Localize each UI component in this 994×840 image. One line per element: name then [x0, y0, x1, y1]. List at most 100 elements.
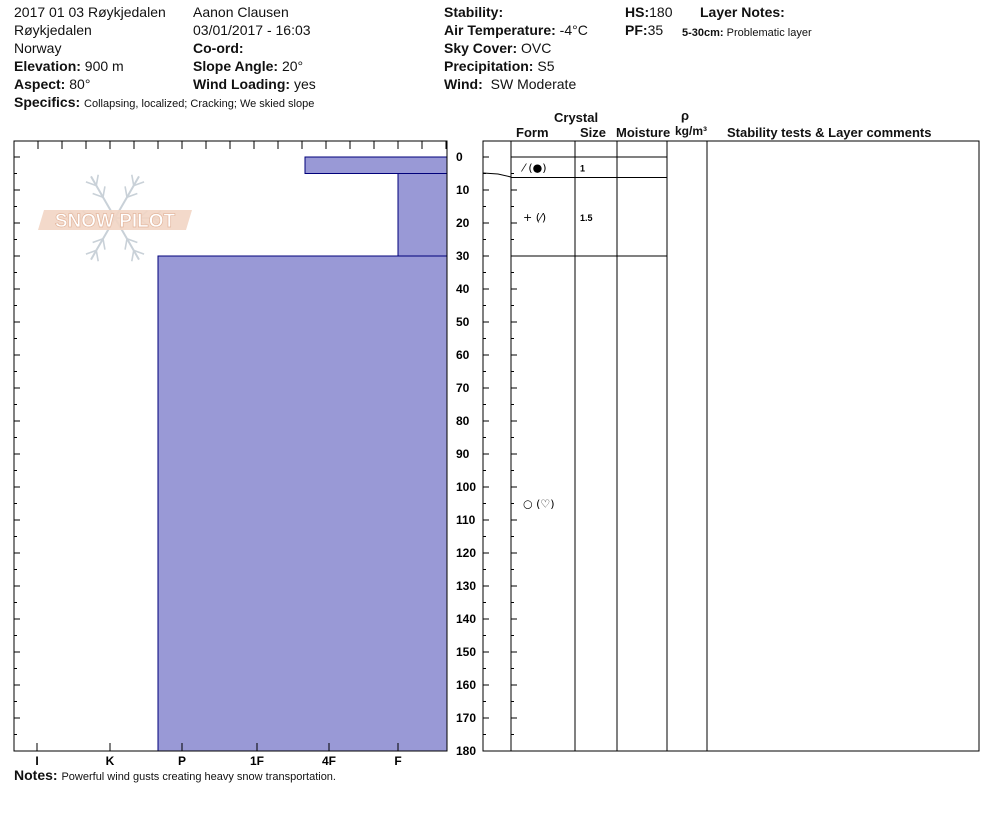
snowflake-branch — [95, 174, 99, 186]
layer-table: ⁄ (●) 1 + (⁄) 1.5 ○ (♡) — [482, 140, 980, 752]
depth-tick-label: 160 — [456, 678, 476, 692]
elevation-value: 900 m — [84, 58, 124, 74]
slope-value: 20° — [281, 58, 304, 74]
notes-label: Notes: — [14, 767, 58, 783]
notes-text: Powerful wind gusts creating heavy snow … — [61, 771, 336, 783]
precip-row: Precipitation: S5 — [444, 57, 554, 75]
depth-tick-label: 0 — [456, 150, 463, 164]
snowflake-branch — [124, 186, 128, 198]
stability-label: Stability: — [444, 4, 504, 20]
wind-loading-value: yes — [293, 76, 316, 92]
observer-name: Aanon Clausen — [193, 4, 289, 20]
wind-value: SW Moderate — [490, 76, 577, 92]
depth-tick-label: 30 — [456, 249, 470, 263]
hardness-plot-frame: I K P 1F 4F F — [13, 140, 448, 768]
hardness-tick-label: 1F — [250, 754, 264, 768]
hardness-tick-label: I — [35, 754, 38, 768]
depth-tick-label: 80 — [456, 414, 470, 428]
pf-row: PF:35 — [625, 21, 663, 39]
snowflake-branch — [124, 238, 128, 250]
slope-row: Slope Angle: 20° — [193, 57, 303, 75]
sky-row: Sky Cover: OVC — [444, 39, 551, 57]
wind-label: Wind: — [444, 76, 483, 92]
wind-loading-label: Wind Loading: — [193, 76, 291, 92]
layer-size-value: 1 — [580, 163, 585, 173]
layer-form-symbol: ○ (♡) — [523, 498, 555, 511]
snowflake-branch — [131, 174, 135, 186]
layer-note-text: Problematic layer — [726, 27, 812, 39]
density-unit-header: kg/m³ — [675, 124, 708, 138]
depth-tick-label: 50 — [456, 315, 470, 329]
aspect-label: Aspect: — [14, 76, 66, 92]
snowflake-branch — [85, 181, 97, 187]
hardness-tick-label: P — [178, 754, 186, 768]
observation-datetime: 03/01/2017 - 16:03 — [193, 22, 311, 38]
depth-tick-label: 130 — [456, 579, 476, 593]
elevation-label: Elevation: — [14, 58, 81, 74]
snowflake-branch — [126, 192, 138, 198]
table-border — [482, 140, 980, 752]
specifics-value: Collapsing, localized; Cracking; We skie… — [84, 98, 315, 110]
snowflake-branch — [85, 249, 97, 255]
specifics-row: Specifics: Collapsing, localized; Cracki… — [14, 93, 314, 113]
depth-tick-label: 10 — [456, 183, 470, 197]
depth-tick-label: 70 — [456, 381, 470, 395]
snowflake-branch — [131, 250, 135, 262]
depth-tick-label: 110 — [456, 513, 476, 527]
air-temp-label: Air Temperature: — [444, 22, 556, 38]
hardness-tick-label: 4F — [322, 754, 336, 768]
hardness-bar — [397, 173, 448, 257]
hs-label: HS: — [625, 4, 650, 20]
depth-axis: 0 10 20 30 40 50 60 70 80 90 100 110 120 130 140 150 160… — [456, 150, 476, 758]
profile-title: 2017 01 03 Røykjedalen — [14, 4, 166, 20]
hardness-bar — [157, 255, 448, 752]
comments-header: Stability tests & Layer comments — [727, 125, 932, 140]
sky-value: OVC — [521, 40, 552, 56]
specifics-label: Specifics: — [14, 94, 81, 110]
snowflake-branch — [133, 249, 145, 255]
wind-loading-row: Wind Loading: yes — [193, 75, 316, 93]
layer-form-symbol: + (⁄) — [523, 211, 546, 224]
snowflake-branch — [95, 250, 99, 262]
slope-label: Slope Angle: — [193, 58, 279, 74]
pf-label: PF: — [625, 22, 648, 38]
depth-tick-label: 20 — [456, 216, 470, 230]
depth-tick-label: 180 — [456, 744, 476, 758]
country-name: Norway — [14, 40, 62, 56]
snowflake-branch — [92, 238, 104, 244]
snowflake-branch — [102, 238, 106, 250]
hardness-bar — [304, 156, 448, 174]
layer-notes-label: Layer Notes: — [700, 4, 785, 20]
layer-note-range: 5-30cm: — [682, 27, 724, 39]
size-header: Size — [580, 125, 607, 140]
hardness-tick-label: F — [394, 754, 401, 768]
depth-tick-label: 170 — [456, 711, 476, 725]
snowflake-branch — [92, 192, 104, 198]
air-temp-value: -4°C — [559, 22, 588, 38]
form-header: Form — [516, 125, 549, 140]
hs-value: 180 — [649, 4, 673, 20]
depth-tick-label: 150 — [456, 645, 476, 659]
moisture-header: Moisture — [616, 125, 671, 140]
depth-tick-label: 90 — [456, 447, 470, 461]
layer-form-symbol: ⁄ (●) — [520, 161, 547, 174]
depth-tick-label: 140 — [456, 612, 476, 626]
hs-row: HS:180 — [625, 3, 672, 21]
coord-label: Co-ord: — [193, 40, 244, 56]
aspect-value: 80° — [69, 76, 91, 92]
depth-tick-label: 60 — [456, 348, 470, 362]
hardness-tick-label: K — [106, 754, 115, 768]
precip-value: S5 — [537, 58, 555, 74]
snowflake-branch — [102, 186, 106, 198]
pf-value: 35 — [647, 22, 664, 38]
location-name: Røykjedalen — [14, 22, 92, 38]
watermark-band — [38, 210, 192, 230]
elevation-row: Elevation: 900 m — [14, 57, 124, 75]
layer-connector — [482, 172, 512, 178]
snowflake-branch — [133, 181, 145, 187]
precip-label: Precipitation: — [444, 58, 534, 74]
notes-row: Notes: Powerful wind gusts creating heav… — [14, 766, 336, 786]
watermark-text: SNOW PILOT — [55, 211, 176, 232]
layer-size-value: 1.5 — [580, 213, 593, 223]
crystal-header: Crystal — [554, 110, 599, 125]
